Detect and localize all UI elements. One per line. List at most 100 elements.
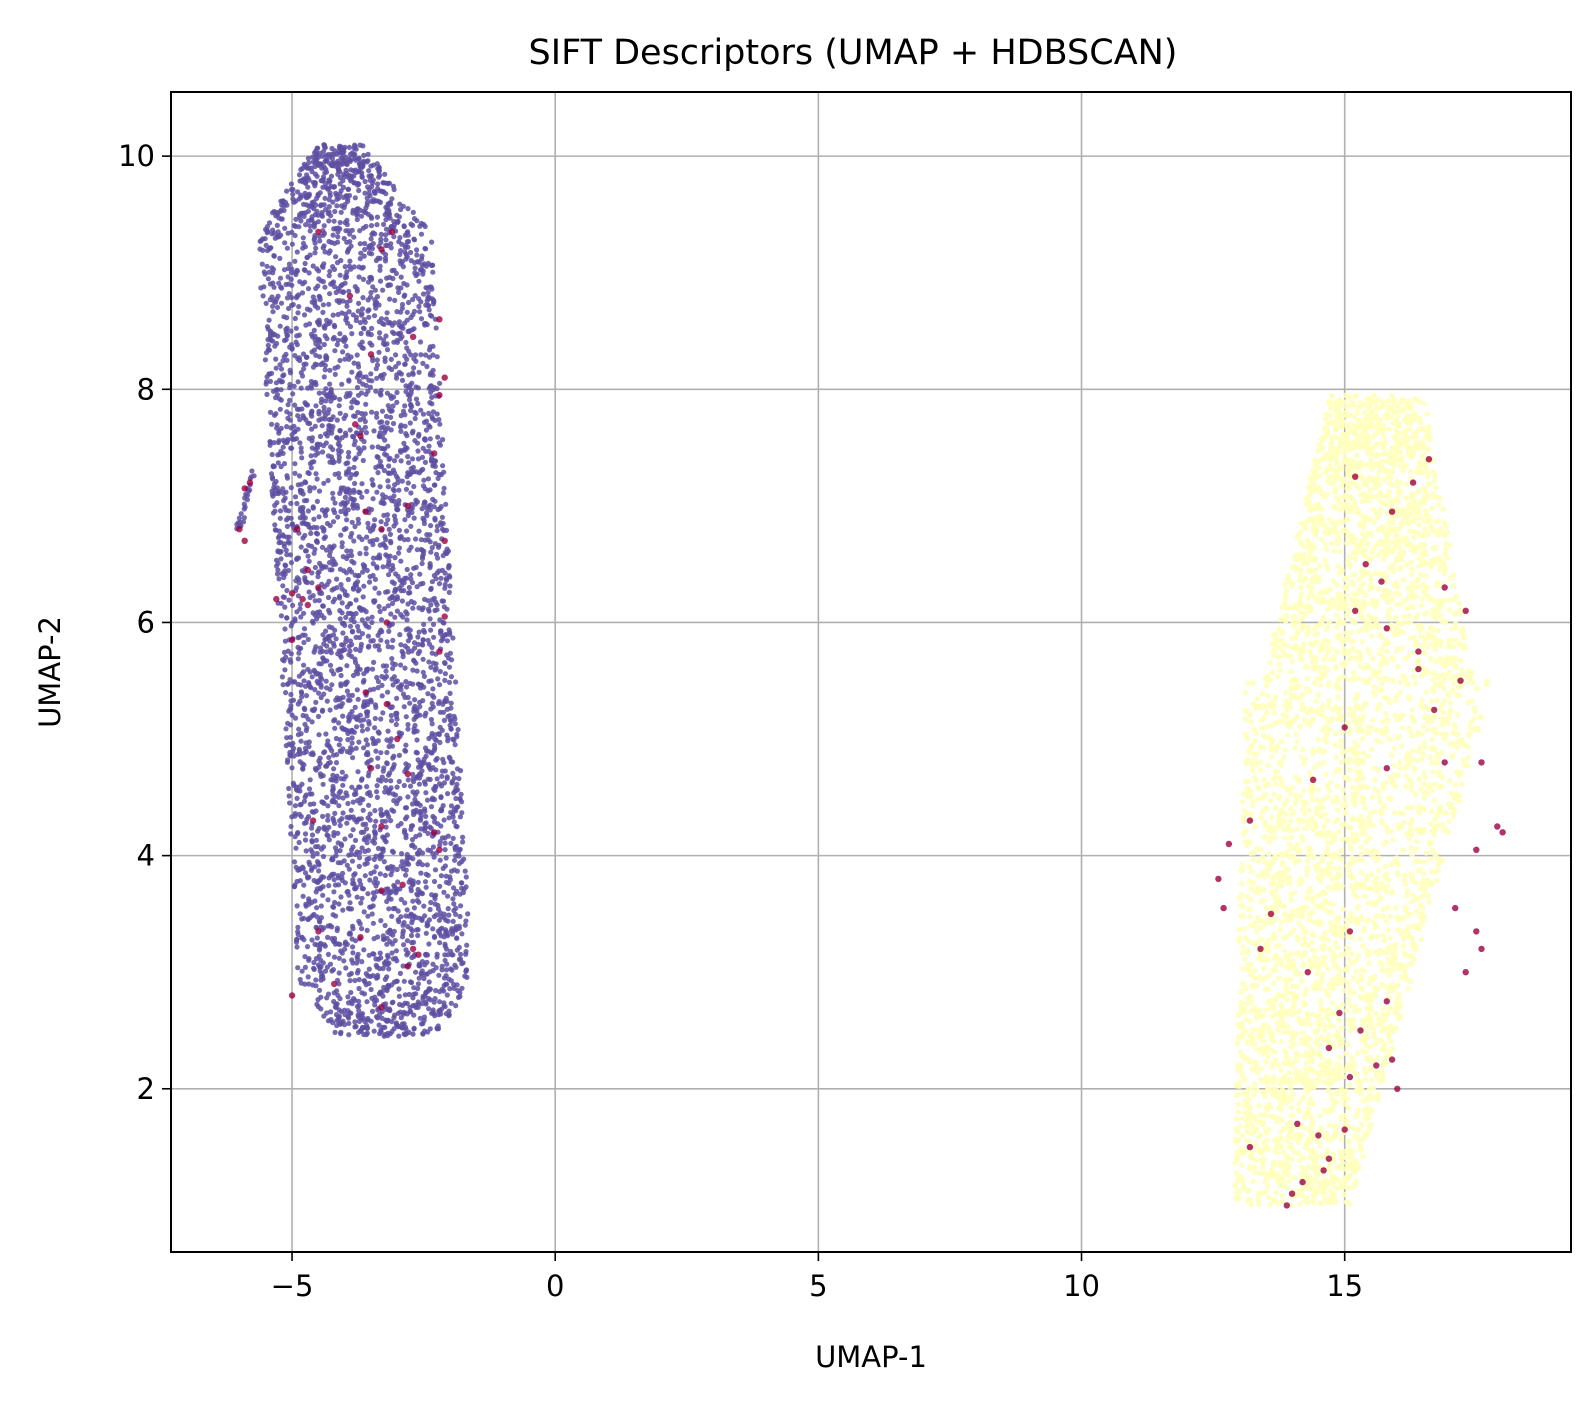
cluster-0-point	[360, 1025, 366, 1031]
cluster-0-point	[356, 187, 362, 194]
cluster-0-point	[348, 354, 354, 360]
cluster-0-point	[350, 950, 356, 956]
cluster-0-point	[422, 821, 428, 827]
cluster-0-point	[402, 361, 408, 367]
cluster-0-point	[337, 226, 343, 232]
cluster-0-point	[408, 980, 415, 986]
cluster-0-point	[298, 980, 304, 986]
cluster-0-point	[313, 837, 319, 843]
cluster-0-point	[278, 448, 284, 454]
cluster-0-point	[369, 378, 375, 384]
cluster-0-point	[306, 744, 312, 750]
cluster-1-point	[1397, 462, 1403, 469]
cluster-0-point	[273, 411, 279, 417]
cluster-0-point	[292, 402, 298, 408]
cluster-0-point	[328, 388, 334, 395]
cluster-0-point	[331, 998, 337, 1005]
cluster-0-point	[434, 354, 440, 360]
cluster-0-point	[309, 445, 315, 451]
cluster-0-point	[338, 532, 344, 538]
cluster-0-point	[317, 649, 323, 655]
cluster-0-point	[393, 955, 399, 961]
cluster-0-point	[263, 242, 269, 248]
cluster-0-point	[321, 341, 327, 348]
cluster-1-point	[1359, 794, 1366, 801]
cluster-0-point	[416, 629, 422, 635]
cluster-0-point	[306, 435, 312, 441]
cluster-0-point	[327, 662, 334, 668]
cluster-0-point	[334, 576, 340, 582]
cluster-0-point	[406, 1029, 412, 1035]
cluster-0-point	[283, 547, 289, 553]
cluster-0-point	[365, 666, 371, 672]
cluster-0-point	[352, 704, 358, 711]
cluster-0-point	[281, 372, 287, 378]
cluster-0-point	[405, 206, 411, 212]
cluster-0-point	[444, 774, 450, 780]
cluster-0-point	[283, 563, 289, 569]
cluster-0-point	[299, 781, 305, 787]
cluster-0-point	[352, 837, 359, 844]
cluster-0-point	[326, 607, 332, 614]
cluster-0-point	[322, 367, 328, 373]
cluster-0-point	[446, 563, 452, 569]
cluster-0-point	[409, 404, 415, 410]
cluster-0-point	[346, 692, 352, 698]
cluster-0-point	[435, 928, 441, 934]
cluster-0-point	[398, 422, 404, 428]
cluster-0-point	[358, 213, 365, 219]
cluster-1-point	[1304, 675, 1311, 682]
cluster-0-point	[322, 510, 328, 516]
cluster-0-point	[382, 872, 388, 879]
cluster-0-point	[410, 371, 416, 377]
cluster-0-point	[296, 726, 302, 732]
cluster-1-point	[1277, 927, 1283, 933]
cluster-0-point	[425, 488, 431, 494]
cluster-0-point	[376, 647, 382, 653]
cluster-0-point	[399, 859, 405, 865]
cluster-0-point	[405, 480, 411, 486]
cluster-0-point	[463, 918, 469, 924]
cluster-0-point	[308, 383, 314, 389]
cluster-0-point	[431, 815, 438, 821]
cluster-0-point	[336, 981, 342, 987]
cluster-0-point	[282, 495, 288, 501]
cluster-0-point	[320, 813, 326, 820]
cluster-0-point	[304, 202, 310, 208]
cluster-0-point	[392, 884, 398, 890]
cluster-0-point	[335, 830, 341, 836]
cluster-0-point	[284, 681, 291, 688]
cluster-0-point	[323, 564, 329, 570]
cluster-0-point	[384, 832, 390, 838]
cluster-0-point	[281, 354, 287, 360]
cluster-0-point	[413, 800, 420, 806]
cluster-0-point	[350, 877, 356, 883]
cluster-0-point	[445, 893, 451, 899]
cluster-0-point	[408, 926, 414, 932]
cluster-0-point	[297, 440, 303, 446]
cluster-1-point	[1300, 746, 1306, 753]
cluster-0-point	[378, 231, 384, 237]
cluster-0-point	[360, 295, 366, 301]
cluster-0-point	[320, 309, 326, 315]
cluster-0-point	[309, 349, 315, 355]
cluster-0-point	[314, 935, 320, 941]
cluster-0-point	[386, 180, 392, 186]
cluster-0-point	[358, 777, 365, 783]
cluster-0-point	[317, 150, 323, 156]
cluster-0-point	[392, 614, 398, 620]
cluster-0-point	[336, 403, 342, 409]
cluster-0-point	[426, 422, 432, 429]
cluster-0-point	[424, 510, 430, 516]
cluster-0-point	[330, 490, 336, 496]
cluster-0-point	[359, 895, 365, 901]
cluster-0-point	[451, 901, 457, 907]
cluster-0-point	[363, 709, 370, 715]
cluster-0-point	[416, 859, 423, 865]
cluster-0-point	[403, 748, 409, 754]
cluster-0-point	[435, 1023, 441, 1029]
cluster-0-point	[455, 787, 461, 793]
cluster-0-point	[391, 498, 397, 504]
cluster-0-point	[399, 598, 405, 604]
cluster-0-point	[450, 635, 456, 641]
